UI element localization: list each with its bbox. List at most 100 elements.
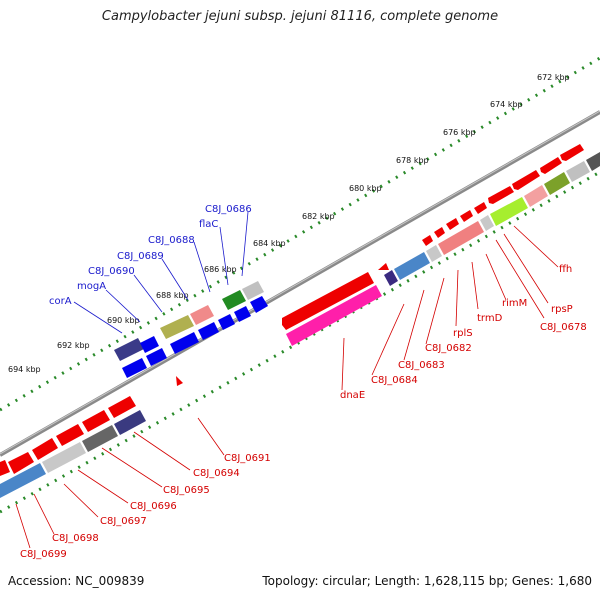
gene-label: flaC xyxy=(199,219,218,230)
gene-arrow xyxy=(146,348,167,366)
scale-label: 672 kbp xyxy=(537,73,570,82)
leader-mogA xyxy=(105,289,141,323)
feature-box xyxy=(384,270,398,286)
gene-arrow-dnaE xyxy=(282,272,374,330)
leader-rpsP xyxy=(503,233,549,304)
gene-label: C8J_0695 xyxy=(163,485,210,496)
leader-C8J_0684 xyxy=(371,303,405,376)
gene-arrow xyxy=(218,314,235,330)
feature-box xyxy=(438,221,484,255)
outer-scale-ring xyxy=(0,56,600,412)
genome-backbone-line xyxy=(0,110,600,457)
gene-arrow xyxy=(540,157,562,174)
leader-C8J_0689 xyxy=(161,258,189,301)
scale-label: 692 kbp xyxy=(57,341,90,350)
gene-arrow xyxy=(560,144,584,161)
gene-label: dnaE xyxy=(340,390,365,401)
feature-box xyxy=(490,197,528,226)
leader-C8J_0686 xyxy=(241,211,249,277)
gene-arrow xyxy=(198,322,219,340)
gene-arrow xyxy=(512,170,540,190)
label-leaders xyxy=(15,211,559,549)
feature-box xyxy=(160,315,194,339)
gene-arrow xyxy=(56,424,84,446)
gene-arrow xyxy=(234,306,251,322)
gene-arrow xyxy=(8,452,34,474)
gene-label: mogA xyxy=(77,281,106,292)
leader-C8J_0682 xyxy=(425,277,445,345)
leader-ffh xyxy=(513,225,559,268)
gene-label: C8J_0683 xyxy=(398,360,445,371)
reverse-strand-arrows xyxy=(0,144,584,476)
gene-arrow xyxy=(0,460,10,476)
gene-label: rpsP xyxy=(551,304,573,315)
leader-flaC xyxy=(219,226,229,286)
leader-rimM xyxy=(485,253,507,301)
gene-label: ffh xyxy=(559,264,572,275)
gene-label: C8J_0691 xyxy=(224,453,271,464)
reverse-gene-labels: ffh rpsP C8J_0678 rimM trmD rplS C8J_068… xyxy=(20,264,587,560)
gene-label: C8J_0682 xyxy=(425,343,472,354)
forward-gene-labels: corA mogA C8J_0690 C8J_0689 C8J_0688 fla… xyxy=(49,204,252,307)
feature-box xyxy=(480,215,494,231)
scale-label: 676 kbp xyxy=(443,128,476,137)
leader-dnaE xyxy=(341,337,345,391)
gene-arrow xyxy=(82,410,110,432)
feature-box xyxy=(82,425,118,452)
scale-label: 688 kbp xyxy=(156,291,189,300)
gene-arrow xyxy=(122,358,147,378)
feature-box xyxy=(140,336,159,353)
scale-label: 674 kbp xyxy=(490,100,523,109)
leader-corA xyxy=(73,301,123,334)
leader-C8J_0698 xyxy=(33,493,55,535)
scale-labels: 672 kbp 674 kbp 676 kbp 678 kbp 680 kbp … xyxy=(8,73,570,374)
feature-box xyxy=(426,245,442,262)
gene-label: trmD xyxy=(477,313,503,324)
gene-label: rplS xyxy=(453,328,473,339)
gene-label: C8J_0698 xyxy=(52,533,99,544)
map-title: Campylobacter jejuni subsp. jejuni 81116… xyxy=(101,9,499,24)
gene-arrow xyxy=(488,186,514,204)
gene-arrow xyxy=(446,218,459,230)
feature-box xyxy=(394,252,430,280)
gene-arrow xyxy=(378,263,389,270)
gene-arrow xyxy=(460,210,473,222)
gene-label: C8J_0689 xyxy=(117,251,164,262)
leader-trmD xyxy=(471,261,479,310)
leader-C8J_0699 xyxy=(15,503,31,549)
leader-C8J_0688 xyxy=(193,241,211,293)
gene-label: C8J_0688 xyxy=(148,235,195,246)
feature-box xyxy=(42,442,86,473)
leader-C8J_0690 xyxy=(133,274,163,313)
leader-C8J_0695 xyxy=(101,447,163,488)
feature-box xyxy=(524,185,548,207)
scale-label: 682 kbp xyxy=(302,212,335,221)
inner-scale-ring xyxy=(0,170,600,514)
gene-arrow xyxy=(434,227,445,238)
genome-summary-text: Topology: circular; Length: 1,628,115 bp… xyxy=(262,574,592,588)
leader-C8J_0696 xyxy=(77,469,129,504)
gene-label: C8J_0694 xyxy=(193,468,240,479)
gene-arrow xyxy=(170,332,199,354)
feature-box xyxy=(0,463,46,498)
gene-arrow xyxy=(250,296,268,313)
feature-box xyxy=(544,172,570,195)
genome-backbone-highlight xyxy=(0,110,600,455)
leader-C8J_0678 xyxy=(495,239,545,319)
gene-label: C8J_0684 xyxy=(371,375,418,386)
leader-C8J_0691 xyxy=(197,417,225,456)
reverse-strand-features xyxy=(0,152,600,498)
leader-C8J_0683 xyxy=(403,289,425,361)
feature-box xyxy=(222,290,246,310)
gene-arrow xyxy=(108,396,136,418)
scale-label: 694 kbp xyxy=(8,365,41,374)
gene-arrow xyxy=(32,438,58,460)
gene-label: C8J_0699 xyxy=(20,549,67,560)
gene-label: C8J_0686 xyxy=(205,204,252,215)
gene-label: corA xyxy=(49,296,72,307)
gene-label: rimM xyxy=(502,298,527,309)
leader-C8J_0697 xyxy=(63,483,99,518)
feature-box xyxy=(190,305,214,325)
gene-arrow xyxy=(474,202,487,214)
leader-C8J_0694 xyxy=(133,431,191,471)
